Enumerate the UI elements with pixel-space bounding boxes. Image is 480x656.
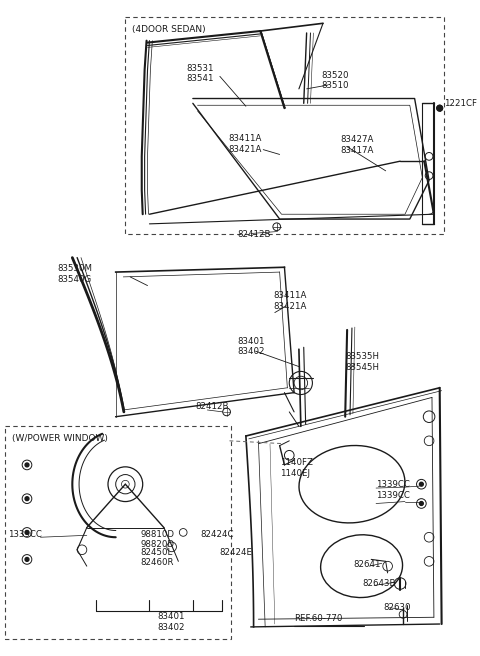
Text: 82412B: 82412B	[237, 230, 271, 239]
Text: 83531
83541: 83531 83541	[186, 64, 214, 83]
Text: 82641: 82641	[353, 560, 381, 569]
Circle shape	[437, 105, 443, 111]
Bar	[125, 16, 444, 234]
Text: 82630: 82630	[384, 603, 411, 612]
Text: 83530M
83540G: 83530M 83540G	[58, 264, 93, 284]
Bar	[5, 426, 231, 640]
Text: 1339CC: 1339CC	[8, 529, 42, 539]
Text: (W/POWER WINDOW): (W/POWER WINDOW)	[12, 434, 108, 443]
Text: 83520
83510: 83520 83510	[321, 71, 348, 90]
Text: 83411A
83421A: 83411A 83421A	[228, 134, 262, 154]
Text: 1140FZ
1140EJ: 1140FZ 1140EJ	[280, 458, 312, 478]
Text: 83401
83402: 83401 83402	[237, 337, 264, 356]
Text: 98810D
98820D: 98810D 98820D	[141, 529, 175, 549]
Text: 83411A
83421A: 83411A 83421A	[273, 291, 306, 311]
Circle shape	[25, 497, 29, 501]
Circle shape	[25, 558, 29, 562]
Text: 82412B: 82412B	[196, 402, 229, 411]
Text: 82424E: 82424E	[220, 548, 253, 557]
Circle shape	[420, 502, 423, 505]
Text: 1221CF: 1221CF	[444, 100, 478, 108]
Text: 83535H
83545H: 83535H 83545H	[345, 352, 379, 371]
Text: 82643B: 82643B	[362, 579, 396, 588]
Text: 83427A
83417A: 83427A 83417A	[340, 135, 374, 155]
Circle shape	[25, 463, 29, 467]
Circle shape	[25, 531, 29, 535]
Text: REF.60-770: REF.60-770	[294, 615, 342, 623]
Circle shape	[437, 105, 443, 111]
Text: 82424C: 82424C	[201, 529, 234, 539]
Text: 1339CC
1339CC: 1339CC 1339CC	[376, 480, 410, 500]
Circle shape	[420, 482, 423, 486]
Text: (4DOOR SEDAN): (4DOOR SEDAN)	[132, 25, 206, 34]
Text: 83401
83402: 83401 83402	[157, 613, 185, 632]
Text: 82450L
82460R: 82450L 82460R	[141, 548, 174, 567]
